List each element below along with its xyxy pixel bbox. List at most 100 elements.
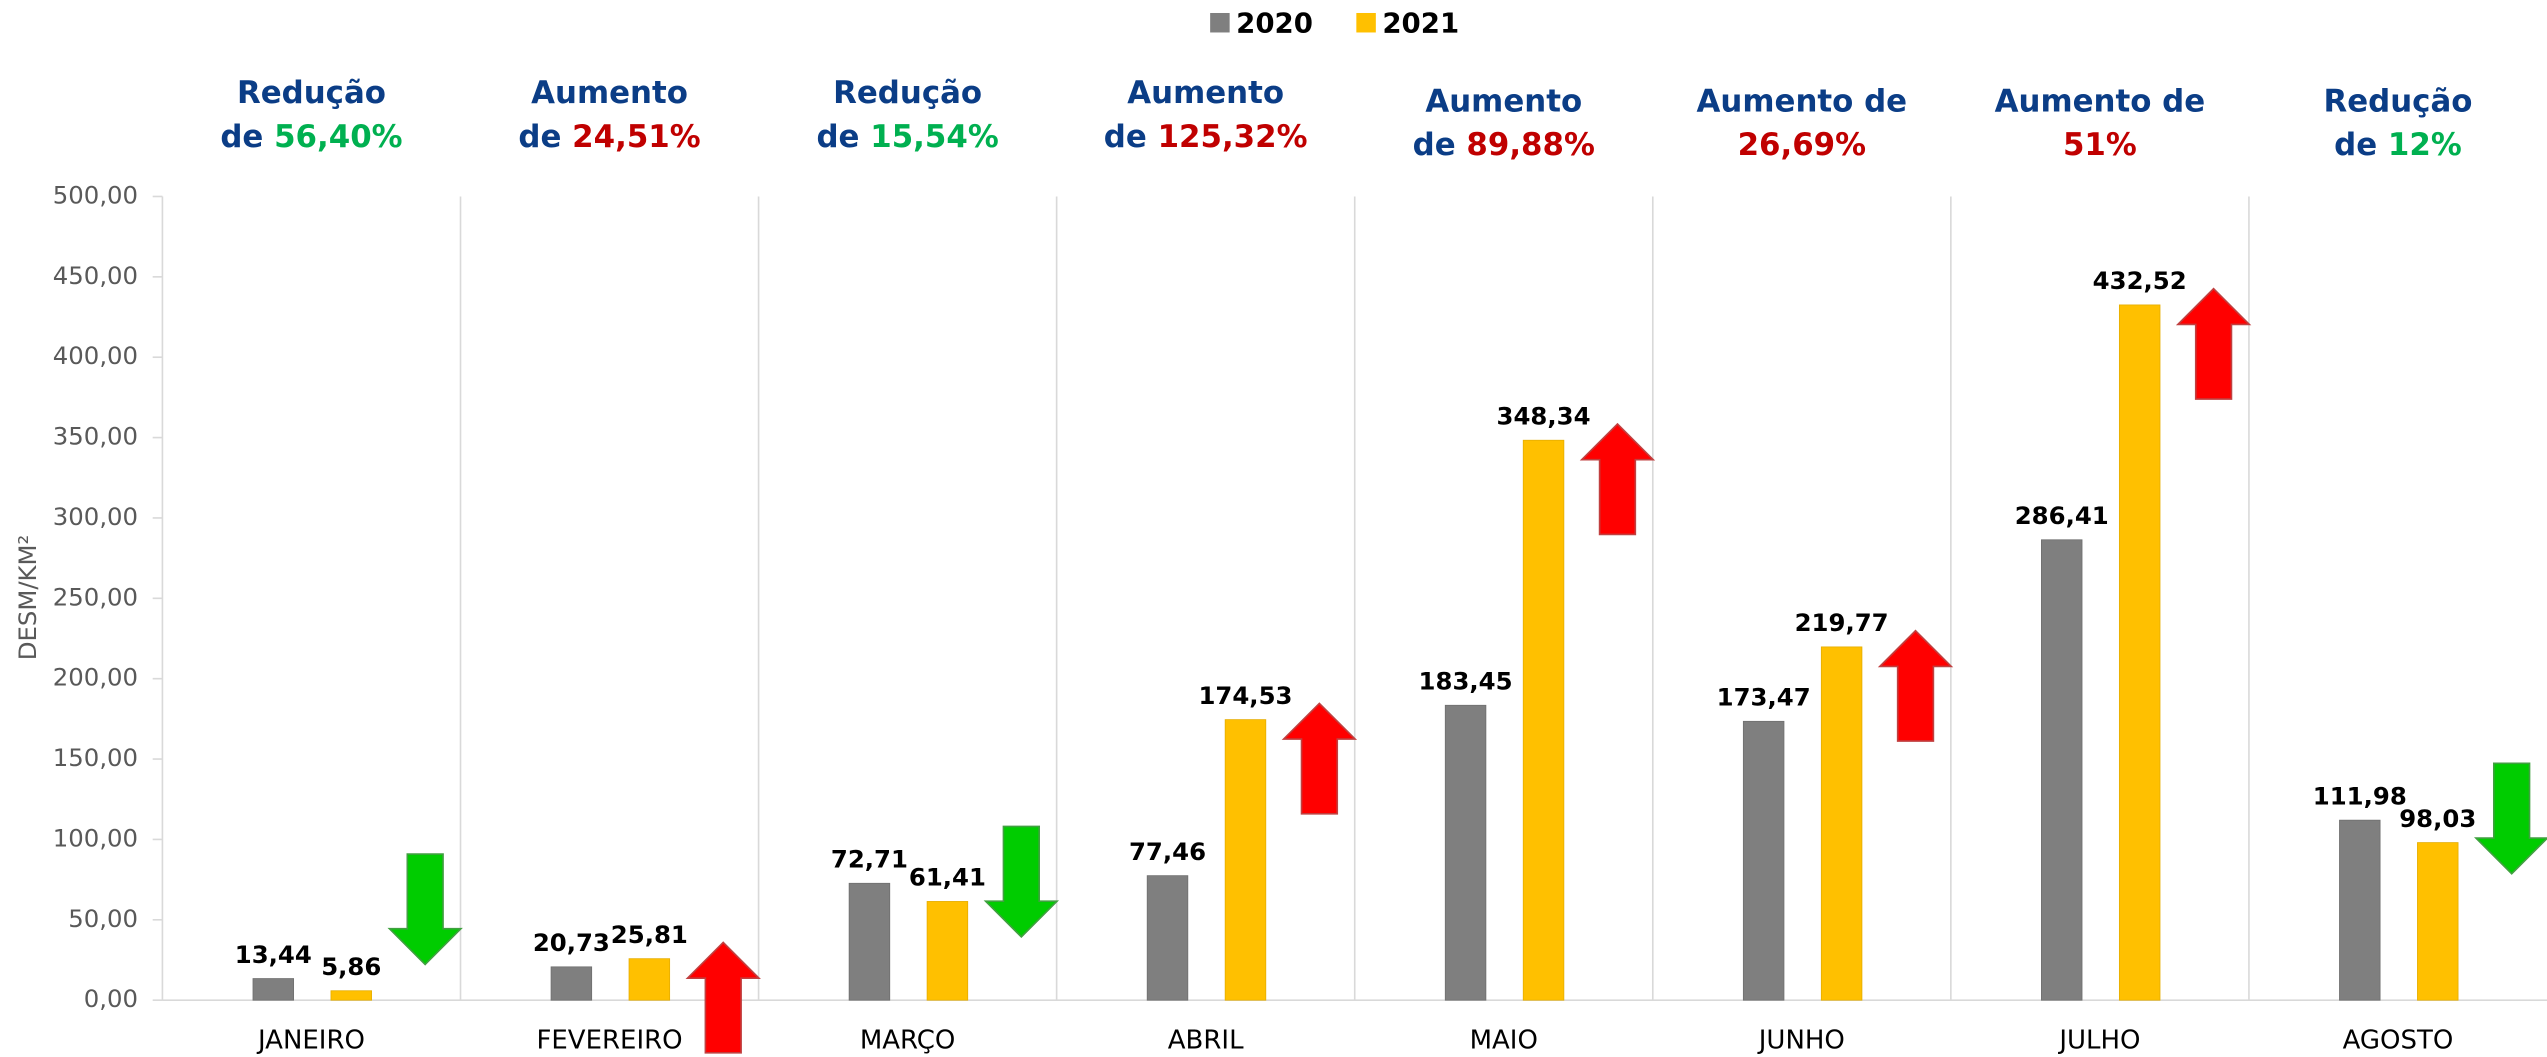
annotation-text: Aumento bbox=[531, 75, 688, 111]
data-label: 432,52 bbox=[2093, 266, 2187, 295]
bar bbox=[628, 958, 671, 1001]
annotation: 51% bbox=[2063, 127, 2137, 163]
annotation-text: de bbox=[220, 119, 263, 155]
bar bbox=[1444, 704, 1487, 1001]
bar bbox=[1522, 439, 1565, 1001]
arrow-down bbox=[983, 825, 1060, 939]
annotation-percent: 24,51% bbox=[572, 119, 700, 155]
y-tick-label: 500,00 bbox=[53, 180, 138, 209]
annotation-percent: 26,69% bbox=[1738, 127, 1866, 163]
y-tick-label: 100,00 bbox=[53, 823, 138, 852]
annotation-text: Aumento de bbox=[1697, 83, 1908, 119]
bar bbox=[550, 966, 593, 1001]
bar bbox=[926, 901, 969, 1001]
x-tick-label: JANEIRO bbox=[256, 1025, 365, 1055]
data-label: 20,73 bbox=[533, 928, 610, 957]
data-label: 61,41 bbox=[909, 863, 986, 892]
arrow-down bbox=[2473, 762, 2547, 875]
annotation-text: de bbox=[1104, 119, 1147, 155]
annotation-percent: 51% bbox=[2063, 127, 2137, 163]
x-tick-label: JUNHO bbox=[1757, 1025, 1845, 1055]
y-tick-label: 50,00 bbox=[68, 904, 138, 933]
bar bbox=[1224, 719, 1267, 1001]
annotation: Aumento bbox=[531, 75, 688, 111]
annotation-percent: 15,54% bbox=[870, 119, 998, 155]
legend-label: 2020 bbox=[1236, 6, 1313, 39]
data-label: 77,46 bbox=[1129, 837, 1206, 866]
annotation-text: de bbox=[816, 119, 859, 155]
annotation-text: Aumento bbox=[1127, 75, 1284, 111]
annotation-percent: 89,88% bbox=[1466, 127, 1594, 163]
data-label: 219,77 bbox=[1795, 608, 1889, 637]
arrow-up bbox=[2175, 287, 2252, 400]
y-tick-label: 400,00 bbox=[53, 341, 138, 370]
x-tick-label: FEVEREIRO bbox=[536, 1025, 682, 1055]
annotation: Redução bbox=[833, 75, 982, 111]
annotation-text: de bbox=[518, 119, 561, 155]
arrow-up bbox=[685, 941, 761, 1054]
annotation: Aumento de bbox=[1697, 83, 1908, 119]
arrow-down bbox=[387, 853, 463, 966]
data-label: 13,44 bbox=[235, 940, 312, 969]
annotation: de 125,32% bbox=[1104, 119, 1308, 155]
x-tick-label: MAIO bbox=[1470, 1025, 1538, 1055]
annotation: de 12% bbox=[2334, 127, 2462, 163]
data-label: 348,34 bbox=[1497, 402, 1591, 431]
annotation: de 15,54% bbox=[816, 119, 998, 155]
annotation-text: Aumento bbox=[1425, 83, 1582, 119]
annotation: Aumento bbox=[1127, 75, 1284, 111]
legend-swatch bbox=[1356, 12, 1376, 33]
y-tick-label: 300,00 bbox=[53, 502, 138, 531]
x-tick-label: JULHO bbox=[2057, 1025, 2140, 1055]
bar bbox=[2041, 539, 2083, 1001]
legend-swatch bbox=[1210, 12, 1230, 33]
data-label: 183,45 bbox=[1419, 667, 1513, 696]
y-axis-label: DESM/KM² bbox=[13, 535, 42, 661]
annotation-text: Redução bbox=[833, 75, 982, 111]
annotation: Redução bbox=[237, 75, 386, 111]
data-label: 5,86 bbox=[321, 952, 381, 981]
annotation-text: Redução bbox=[237, 75, 386, 111]
arrow-up bbox=[1281, 702, 1358, 815]
x-tick-label: MARÇO bbox=[860, 1025, 956, 1055]
data-label: 174,53 bbox=[1198, 681, 1292, 710]
annotation-percent: 56,40% bbox=[274, 119, 402, 155]
y-tick-label: 250,00 bbox=[53, 582, 138, 611]
annotation-text: Redução bbox=[2323, 83, 2472, 119]
annotation-text: de bbox=[2334, 127, 2377, 163]
bar bbox=[1742, 720, 1785, 1001]
arrow-up bbox=[1579, 422, 1656, 536]
annotation-text: de bbox=[1413, 127, 1456, 163]
bar bbox=[2118, 304, 2161, 1001]
annotation: de 56,40% bbox=[220, 119, 402, 155]
y-tick-label: 450,00 bbox=[53, 261, 138, 290]
annotation: 26,69% bbox=[1738, 127, 1866, 163]
annotation: Aumento bbox=[1425, 83, 1582, 119]
data-label: 25,81 bbox=[611, 920, 688, 949]
bar bbox=[2339, 819, 2381, 1001]
y-tick-label: 150,00 bbox=[53, 743, 138, 772]
data-label: 72,71 bbox=[831, 845, 908, 874]
data-label: 111,98 bbox=[2313, 781, 2407, 810]
annotation: Redução bbox=[2323, 83, 2472, 119]
y-tick-label: 0,00 bbox=[84, 984, 138, 1013]
bar bbox=[1820, 646, 1863, 1001]
arrow-up bbox=[1877, 629, 1954, 742]
data-label: 286,41 bbox=[2015, 501, 2109, 530]
annotation: de 24,51% bbox=[518, 119, 700, 155]
bar bbox=[2417, 842, 2459, 1001]
x-tick-label: AGOSTO bbox=[2343, 1025, 2454, 1055]
y-tick-label: 350,00 bbox=[53, 422, 138, 451]
annotation: de 89,88% bbox=[1413, 127, 1595, 163]
legend-label: 2021 bbox=[1382, 6, 1459, 39]
bar bbox=[330, 990, 372, 1001]
annotation-percent: 125,32% bbox=[1158, 119, 1308, 155]
x-tick-label: ABRIL bbox=[1168, 1025, 1244, 1055]
annotation-percent: 12% bbox=[2388, 127, 2462, 163]
data-label: 173,47 bbox=[1717, 683, 1811, 712]
annotation: Aumento de bbox=[1995, 83, 2206, 119]
data-label: 98,03 bbox=[2399, 804, 2476, 833]
annotation-text: Aumento de bbox=[1995, 83, 2206, 119]
y-tick-label: 200,00 bbox=[53, 663, 138, 692]
